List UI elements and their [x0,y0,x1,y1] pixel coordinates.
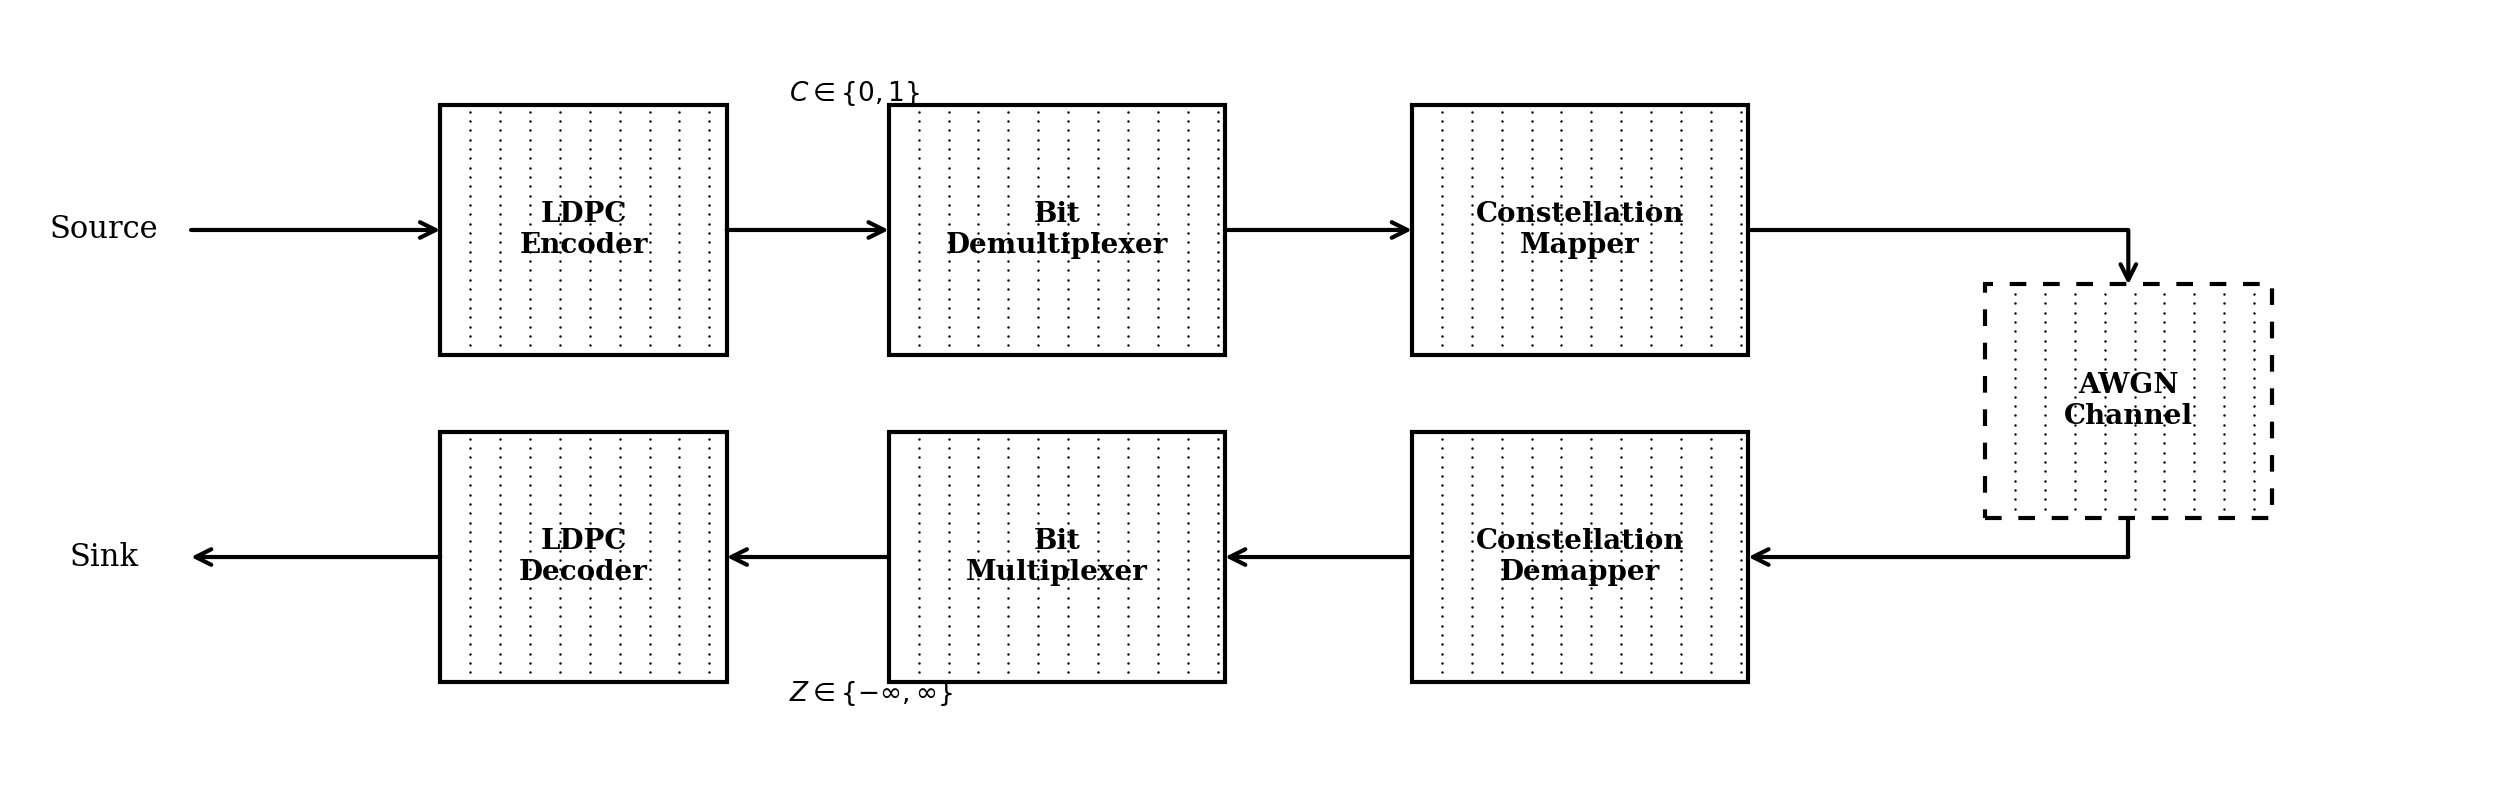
Text: $C \in \{0,1\}$: $C \in \{0,1\}$ [790,79,920,109]
Bar [1412,105,1747,355]
Text: Sink: Sink [70,541,138,572]
Text: LDPC
Decoder: LDPC Decoder [520,528,648,586]
Bar [440,432,728,682]
Bar [888,432,1225,682]
Bar [1412,105,1747,355]
Bar [1412,432,1747,682]
Text: Bit
Demultiplexer: Bit Demultiplexer [945,201,1168,259]
Bar [888,105,1225,355]
Text: Source: Source [50,215,158,246]
Bar [440,105,728,355]
Text: LDPC
Encoder: LDPC Encoder [520,201,648,259]
Bar [1412,432,1747,682]
Bar [440,432,728,682]
Bar [888,432,1225,682]
Text: Bit
Multiplexer: Bit Multiplexer [965,528,1148,586]
Text: Constellation
Demapper: Constellation Demapper [1475,528,1685,586]
Text: Constellation
Mapper: Constellation Mapper [1475,201,1685,259]
Bar [888,105,1225,355]
Text: AWGN
Channel: AWGN Channel [2065,372,2192,430]
Bar [440,105,728,355]
Text: $Z \in \{-\infty,\infty\}$: $Z \in \{-\infty,\infty\}$ [790,678,952,708]
Bar [1985,284,2272,518]
Bar [1985,284,2272,518]
